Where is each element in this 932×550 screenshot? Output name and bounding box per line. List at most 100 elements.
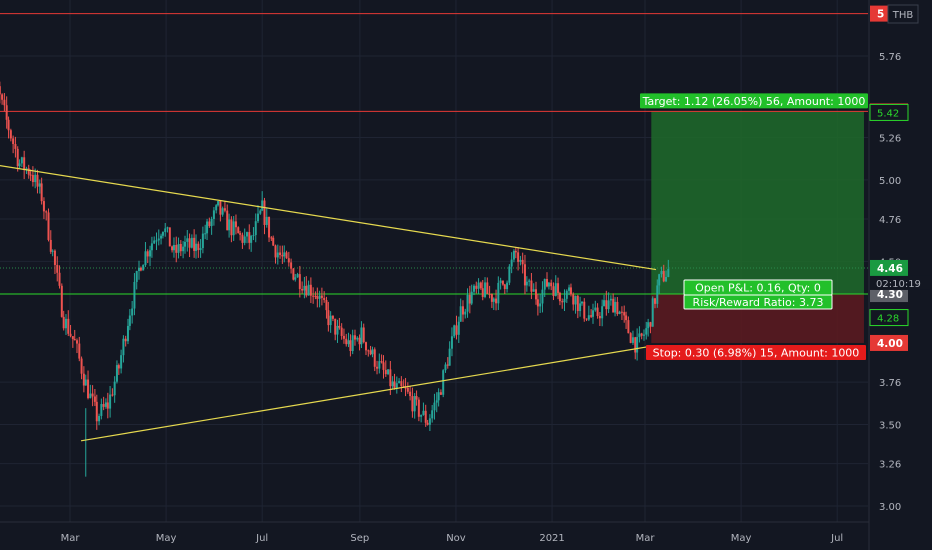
candle <box>387 369 390 376</box>
candle-body <box>166 227 169 229</box>
candle-body <box>296 274 299 278</box>
candle-body <box>638 333 641 338</box>
candle-body <box>506 282 509 290</box>
candle-body <box>217 201 220 206</box>
candle-body <box>208 221 211 227</box>
candle-body <box>279 252 282 256</box>
x-tick-label: Jul <box>255 533 268 544</box>
candle <box>603 294 606 307</box>
candle <box>468 285 471 314</box>
candle-body <box>80 358 83 374</box>
candle-body <box>91 393 94 397</box>
candle <box>583 298 586 322</box>
upper-trend-line[interactable] <box>0 165 657 271</box>
candle-body <box>40 183 43 202</box>
candle <box>276 244 279 265</box>
candle <box>514 246 517 259</box>
candle <box>69 325 72 338</box>
candle <box>629 332 632 344</box>
candle-body <box>393 381 396 388</box>
candle-body <box>345 338 348 345</box>
currency-badge: THB <box>887 4 919 24</box>
candle <box>172 237 175 258</box>
candle-body <box>580 301 583 304</box>
candle <box>525 276 528 292</box>
candle-body <box>530 280 533 292</box>
candle <box>400 376 403 393</box>
candle <box>113 376 116 403</box>
candle-body <box>42 201 45 212</box>
candle <box>285 250 288 259</box>
candle <box>362 323 365 344</box>
candle <box>552 282 555 301</box>
candle <box>506 280 509 293</box>
candle <box>492 297 495 310</box>
candle-body <box>87 379 90 399</box>
candle <box>146 249 149 264</box>
candle-body <box>329 315 332 326</box>
candle-body <box>656 285 659 304</box>
lower-trend-line[interactable] <box>80 345 652 442</box>
candle <box>642 329 645 341</box>
candle <box>534 281 537 305</box>
candle <box>466 288 469 318</box>
candle-body <box>294 277 297 280</box>
outline-tag-bg <box>869 103 909 121</box>
candle-body <box>642 334 645 336</box>
candle <box>122 335 125 363</box>
candle-body <box>25 168 28 171</box>
candle <box>433 393 436 420</box>
candle-body <box>649 322 652 327</box>
candle-body <box>128 315 131 326</box>
candle <box>561 298 564 309</box>
candle <box>230 216 233 243</box>
candle <box>259 209 262 215</box>
trend-lines[interactable] <box>0 165 657 442</box>
candle-body <box>645 328 648 335</box>
candle <box>371 346 374 358</box>
candle-body <box>270 237 273 239</box>
candle-body <box>219 201 222 215</box>
candle <box>38 179 41 194</box>
candle <box>76 338 79 354</box>
countdown-bg <box>870 275 930 290</box>
target-label-bg <box>640 93 868 109</box>
candle-body <box>316 296 319 299</box>
candle <box>530 273 533 300</box>
candle <box>565 289 568 303</box>
candle-body <box>461 306 464 315</box>
candle-body <box>172 244 175 251</box>
y-tick-label: 3.50 <box>879 420 901 431</box>
candle <box>232 216 235 241</box>
candle-body <box>274 245 277 258</box>
candle <box>651 296 654 327</box>
candle-body <box>327 310 330 326</box>
candle <box>201 226 204 254</box>
candle <box>135 270 138 290</box>
candle <box>208 217 211 228</box>
candle-body <box>411 396 414 412</box>
candle-body <box>34 174 37 183</box>
candle <box>80 356 83 380</box>
candle <box>34 168 37 189</box>
candle <box>296 272 299 278</box>
candle-body <box>618 311 621 315</box>
time-axis[interactable]: Mar May Jul Sep Nov 2021 Mar May Jul <box>0 521 869 544</box>
candle <box>27 164 30 179</box>
candle <box>1 93 4 105</box>
candle-body <box>409 391 412 397</box>
candle-body <box>525 281 528 286</box>
candle-body <box>558 292 561 302</box>
candle-body <box>109 394 112 409</box>
candle-body <box>51 250 54 252</box>
candle-body <box>623 312 626 316</box>
candle-body <box>98 415 101 422</box>
candle <box>95 394 98 430</box>
candle-body <box>223 208 226 211</box>
candle <box>186 230 189 252</box>
candle <box>380 354 383 364</box>
candle <box>312 287 315 304</box>
candle-body <box>431 410 434 419</box>
candle-body <box>398 381 401 384</box>
